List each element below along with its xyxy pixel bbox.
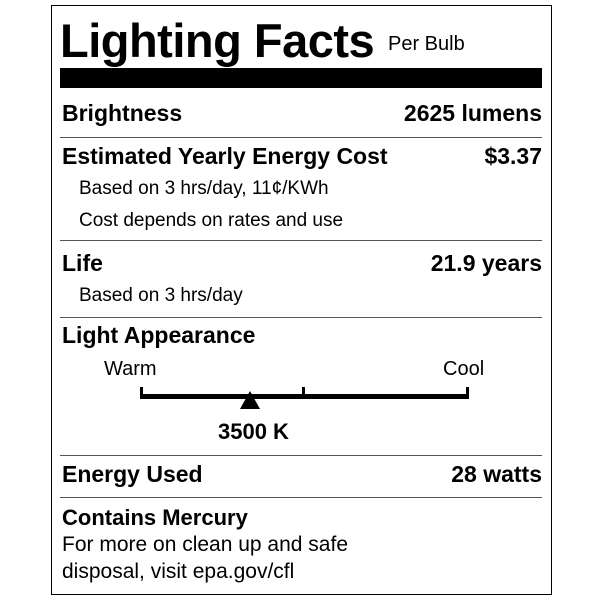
light-appearance-label: Light Appearance (62, 322, 256, 348)
color-temperature-marker-icon (240, 391, 261, 409)
cool-label: Cool (443, 358, 485, 380)
label-title: Lighting Facts (60, 14, 375, 67)
thick-divider (60, 68, 542, 88)
life-label: Life (62, 250, 103, 276)
divider (60, 240, 542, 241)
mercury-note: For more on clean up and safe (62, 533, 349, 556)
scale-tick (302, 387, 305, 399)
divider (60, 455, 542, 456)
energy-cost-value: $3.37 (484, 143, 542, 169)
energy-cost-note: Based on 3 hrs/day, 11¢/KWh (79, 178, 329, 199)
divider (60, 497, 542, 498)
life-note: Based on 3 hrs/day (79, 285, 243, 306)
color-temperature-value: 3500 K (218, 419, 289, 444)
mercury-note: disposal, visit epa.gov/cfl (62, 560, 295, 583)
lighting-facts-label (51, 5, 552, 595)
energy-used-value: 28 watts (451, 461, 542, 487)
energy-cost-label: Estimated Yearly Energy Cost (62, 143, 388, 169)
divider (60, 317, 542, 318)
scale-tick (140, 387, 143, 399)
scale-tick (466, 387, 469, 399)
warm-label: Warm (104, 358, 157, 380)
brightness-label: Brightness (62, 100, 183, 126)
divider (60, 137, 542, 138)
mercury-label: Contains Mercury (62, 505, 248, 530)
brightness-value: 2625 lumens (403, 100, 542, 126)
life-value: 21.9 years (430, 250, 542, 276)
energy-cost-note: Cost depends on rates and use (79, 210, 344, 231)
label-subtitle: Per Bulb (388, 33, 465, 55)
energy-used-label: Energy Used (62, 461, 203, 487)
